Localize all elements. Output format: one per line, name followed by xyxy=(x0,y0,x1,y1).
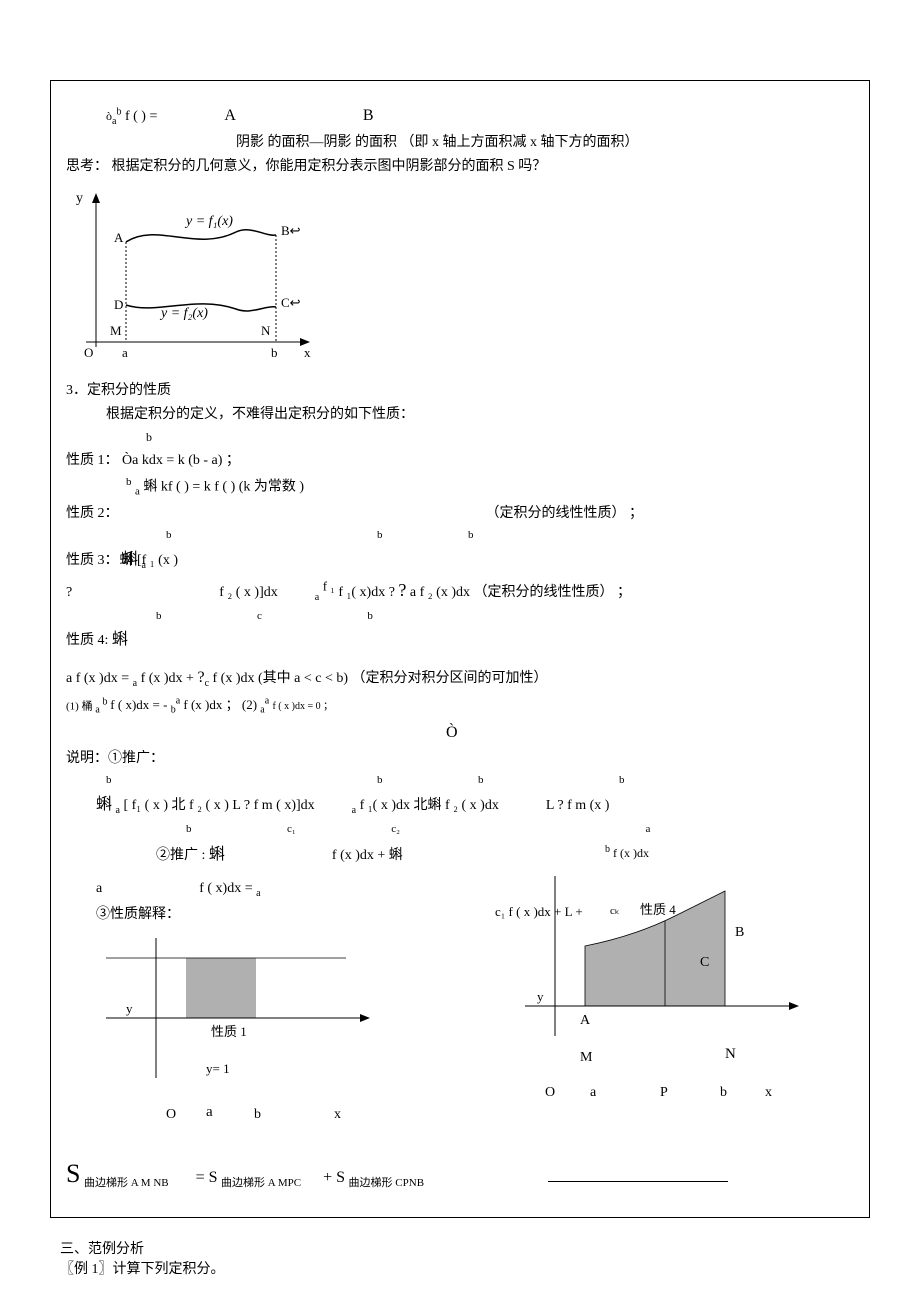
svg-text:性质 1: 性质 1 xyxy=(211,1024,247,1039)
int-icon-3 xyxy=(96,798,112,813)
property-4: 性质 4: xyxy=(66,627,854,653)
promo1-row: a [ f₁ ( x ) 北 f ₂ ( x ) L ? f m ( x)]dx… xyxy=(66,792,854,819)
promo1-sub: b c₁ c₂ a xyxy=(66,821,854,839)
svg-text:b: b xyxy=(720,1085,727,1100)
property-2: 性质 2： （定积分的线性性质） ； xyxy=(66,503,854,525)
svg-text:N: N xyxy=(261,323,271,338)
p3-sub: b c b xyxy=(66,608,854,626)
sec3-intro: 根据定积分的定义，不难得出定积分的如下性质： xyxy=(66,404,854,426)
svg-text:C↩: C↩ xyxy=(281,295,301,310)
promo3: ③性质解释： xyxy=(66,904,455,926)
line-think: 思考： 根据定积分的几何意义，你能用定积分表示图中阴影部分的面积 S 吗？ xyxy=(66,156,854,178)
label-B: B xyxy=(363,107,374,124)
page-container: òab f ( ) = A B 阴影 的面积—阴影 的面积 （即 x 轴上方面积… xyxy=(50,80,870,1218)
fx-eq: f ( ) = xyxy=(125,109,157,124)
svg-text:c₁ f ( x )dx + L +: c₁ f ( x )dx + L + xyxy=(495,904,583,919)
promo2-label: ②推广 : f (x )dx + 蝌 xyxy=(66,842,455,868)
line-integral-ab: òab f ( ) = A B xyxy=(66,103,854,130)
svg-text:a: a xyxy=(206,1104,213,1120)
fx-top: b f (x )dx xyxy=(465,842,854,863)
svg-text:y: y xyxy=(537,989,544,1004)
line-shade-desc: 阴影 的面积—阴影 的面积 （即 x 轴上方面积减 x 轴下方的面积） xyxy=(66,132,854,154)
fig1-y: y xyxy=(76,191,83,206)
property-3-row2: ? f ₂ ( x )]dx a f ₁ f ₁( x)dx ? ? a f ₂… xyxy=(66,576,854,606)
svg-text:a: a xyxy=(122,345,128,360)
svg-text:B↩: B↩ xyxy=(281,223,301,238)
figure-thinking: y y = f₁(x) y = f₂(x) A B↩ C↩ D M N O a … xyxy=(66,187,854,372)
svg-text:C: C xyxy=(700,955,709,970)
property-3: 性质 3： a 蝌 [f ₁ (x ) xyxy=(66,547,854,574)
svg-text:b: b xyxy=(271,345,278,360)
svg-text:a: a xyxy=(590,1085,597,1100)
svg-text:B: B xyxy=(735,925,744,940)
svg-text:A: A xyxy=(114,230,124,245)
big-S: S xyxy=(66,1159,80,1188)
svg-text:y = f₁(x): y = f₁(x) xyxy=(184,214,233,229)
sec3-title: 3．定积分的性质 xyxy=(66,380,854,402)
svg-text:cₖ: cₖ xyxy=(610,905,620,917)
svg-text:性质 4: 性质 4 xyxy=(640,902,676,917)
svg-text:x: x xyxy=(304,345,311,360)
svg-text:b: b xyxy=(254,1107,261,1122)
footer-section-3: 三、范例分析 〖例 1〗计算下列定积分。 xyxy=(60,1238,860,1278)
svg-text:y= 1: y= 1 xyxy=(206,1061,230,1076)
svg-text:O: O xyxy=(166,1107,176,1122)
svg-text:O: O xyxy=(545,1085,555,1100)
svg-text:D: D xyxy=(114,297,123,312)
promo1-sup: b b b b xyxy=(66,772,854,790)
svg-text:M: M xyxy=(580,1050,593,1065)
int-icon-4 xyxy=(209,848,225,863)
property-1b: b a 蝌 kf ( ) = k f ( ) (k 为常数 ) xyxy=(66,474,854,501)
shuoming: 说明：①推广： xyxy=(66,748,854,770)
label-A: A xyxy=(224,107,236,124)
svg-text:A: A xyxy=(580,1013,591,1028)
svg-text:y = f₂(x): y = f₂(x) xyxy=(159,306,208,321)
big-int: Ò xyxy=(66,720,854,746)
svg-text:y: y xyxy=(126,1001,133,1016)
figure-property-4: c₁ f ( x )dx + L + cₖ 性质 4 B C y A M N O… xyxy=(465,866,825,1126)
svg-text:x: x xyxy=(765,1085,772,1100)
property-4-row2: a f (x )dx = a f (x )dx + ?c f (x )dx (其… xyxy=(66,665,854,692)
figures-row: ②推广 : f (x )dx + 蝌 a f ( x)dx = a ③性质解释： xyxy=(66,840,854,1133)
svg-text:P: P xyxy=(660,1085,668,1100)
promo2-row2: a f ( x)dx = a xyxy=(66,878,455,902)
svg-text:x: x xyxy=(334,1107,341,1122)
figure-property-1: y 性质 1 y= 1 O a b x xyxy=(66,928,386,1128)
p3-sup: b b b xyxy=(66,527,854,545)
svg-text:O: O xyxy=(84,345,93,360)
property-1: 性质 1： Òa kdx = k (b - a) ； xyxy=(66,450,854,472)
note-row: (1) 桶 a b f ( x)dx = - ba f (x )dx ； (2)… xyxy=(66,694,854,719)
bottom-equation: S 曲边梯形 A M NB = S 曲边梯形 A MPC + S 曲边梯形 CP… xyxy=(66,1153,854,1195)
sup-b: b xyxy=(66,428,854,447)
int-icon-2 xyxy=(112,633,128,648)
svg-text:N: N xyxy=(725,1046,736,1062)
svg-text:M: M xyxy=(110,323,122,338)
